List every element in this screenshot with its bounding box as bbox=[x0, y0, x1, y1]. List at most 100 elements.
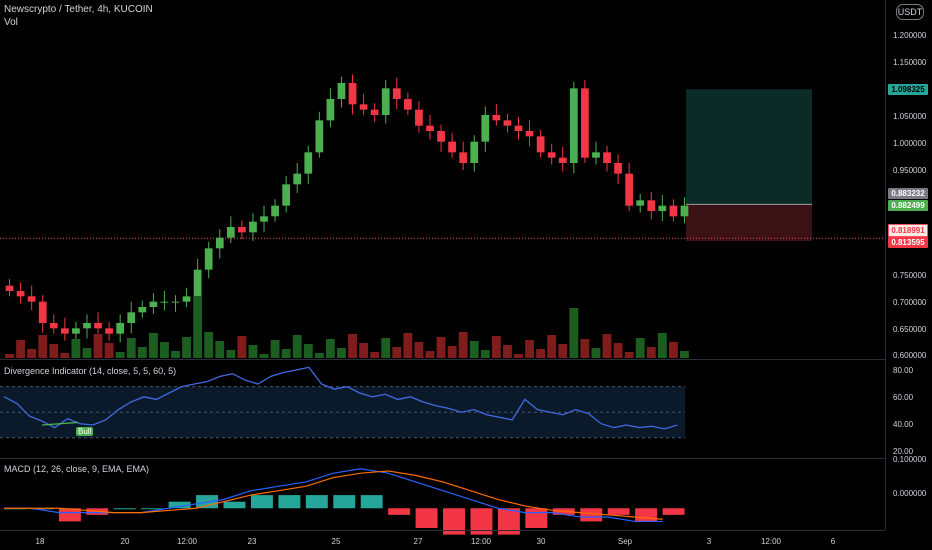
macd-histogram-bar bbox=[278, 495, 301, 509]
volume-bar bbox=[137, 347, 147, 358]
time-tick: Sep bbox=[617, 537, 633, 546]
volume-bar bbox=[16, 340, 26, 358]
price-tick: 0.750000 bbox=[893, 271, 927, 280]
macd-histogram-bar bbox=[580, 508, 603, 522]
volume-bar bbox=[536, 349, 546, 358]
candle-body bbox=[525, 131, 534, 137]
price-tick: 1.050000 bbox=[893, 112, 927, 121]
candle-body bbox=[138, 307, 147, 313]
stop-zone bbox=[686, 204, 812, 242]
candle-body bbox=[658, 205, 667, 211]
volume-bar bbox=[292, 335, 302, 358]
entry-price-tag: 0.882499 bbox=[888, 200, 928, 211]
candle-body bbox=[426, 125, 434, 131]
macd-histogram-bar bbox=[58, 508, 81, 522]
macd-histogram-bar bbox=[333, 495, 356, 509]
macd-histogram-bar bbox=[525, 508, 548, 528]
dotted-level-tag: 0.818991 bbox=[888, 224, 928, 237]
macd-histogram-bar bbox=[607, 508, 630, 515]
time-tick: 3 bbox=[706, 537, 712, 546]
time-axis-separator bbox=[0, 530, 885, 531]
time-tick: 12:00 bbox=[176, 537, 198, 546]
candle-body bbox=[193, 269, 202, 297]
candle-body bbox=[547, 152, 556, 158]
candle-body bbox=[204, 248, 213, 270]
macd-histogram-bar bbox=[662, 508, 685, 515]
candle-body bbox=[470, 141, 479, 163]
macd-histogram-bar bbox=[635, 508, 658, 522]
macd-histogram-bar bbox=[113, 508, 136, 510]
currency-button[interactable]: USDT bbox=[896, 4, 924, 20]
volume-bar bbox=[491, 336, 501, 358]
volume-bar bbox=[624, 352, 634, 358]
volume-bar bbox=[613, 343, 623, 358]
time-tick: 27 bbox=[413, 537, 423, 546]
candle-body bbox=[160, 301, 169, 303]
volume-bar bbox=[259, 354, 269, 358]
volume-bar bbox=[436, 337, 446, 358]
pane-separator[interactable] bbox=[0, 359, 885, 360]
volume-bar bbox=[148, 333, 158, 358]
volume-bar bbox=[171, 351, 180, 358]
macd-histogram-bar bbox=[305, 495, 328, 509]
volume-bar bbox=[602, 334, 612, 358]
candle-body bbox=[83, 323, 91, 329]
volume-bar bbox=[71, 339, 81, 358]
time-tick: 12:00 bbox=[760, 537, 782, 546]
candle-body bbox=[603, 152, 611, 163]
candle-body bbox=[492, 115, 501, 121]
macd-tick: 0.000000 bbox=[893, 489, 927, 498]
volume-bar bbox=[503, 345, 512, 358]
candle-body bbox=[680, 205, 689, 217]
candle-body bbox=[326, 99, 335, 121]
volume-bar bbox=[657, 333, 667, 358]
volume-bar bbox=[115, 352, 125, 358]
candle-body bbox=[558, 157, 567, 163]
volume-bar bbox=[49, 344, 59, 358]
macd-tick: 0.100000 bbox=[893, 455, 927, 464]
macd-histogram-bar bbox=[497, 508, 520, 535]
price-tick: 1.150000 bbox=[893, 58, 927, 67]
volume-bar bbox=[668, 342, 678, 358]
time-tick: 20 bbox=[120, 537, 130, 546]
volume-bar bbox=[525, 340, 534, 358]
volume-bar bbox=[392, 347, 402, 358]
volume-bar bbox=[5, 354, 14, 358]
price-tick: 0.700000 bbox=[893, 298, 927, 307]
volume-bar bbox=[370, 352, 380, 358]
time-tick: 25 bbox=[331, 537, 341, 546]
candle-body bbox=[315, 120, 324, 153]
stop-price-tag: 0.813595 bbox=[888, 237, 928, 248]
volume-bar bbox=[414, 342, 424, 358]
candle-body bbox=[116, 323, 125, 334]
macd-label[interactable]: MACD (12, 26, close, 9, EMA, EMA) bbox=[4, 464, 150, 474]
macd-histogram-bar bbox=[141, 508, 164, 510]
volume-bar bbox=[237, 336, 247, 358]
volume-bar bbox=[82, 348, 92, 358]
volume-bar bbox=[126, 338, 136, 358]
candle-body bbox=[127, 312, 136, 323]
candle-body bbox=[503, 120, 512, 126]
candle-body bbox=[370, 109, 379, 115]
candle-body bbox=[625, 173, 634, 206]
candle-body bbox=[536, 136, 545, 153]
candle-body bbox=[94, 323, 102, 329]
time-tick: 23 bbox=[247, 537, 257, 546]
candle-body bbox=[581, 88, 589, 158]
price-tick: 0.600000 bbox=[893, 351, 927, 360]
candle-body bbox=[260, 216, 268, 222]
macd-histogram-bar bbox=[250, 495, 273, 509]
time-tick: 6 bbox=[830, 537, 836, 546]
pane-separator[interactable] bbox=[0, 458, 885, 459]
volume-bar bbox=[303, 344, 313, 358]
candle-body bbox=[293, 173, 302, 185]
symbol-title[interactable]: Newscrypto / Tether, 4h, KUCOIN bbox=[4, 4, 153, 15]
volume-bar bbox=[469, 341, 479, 358]
bull-signal-label: Bull bbox=[76, 427, 94, 436]
volume-bar bbox=[270, 340, 280, 358]
divergence-indicator-label[interactable]: Divergence Indicator (14, close, 5, 5, 6… bbox=[4, 366, 177, 376]
current-high-tag: 0.883232 bbox=[888, 188, 928, 199]
candle-body bbox=[392, 88, 401, 99]
